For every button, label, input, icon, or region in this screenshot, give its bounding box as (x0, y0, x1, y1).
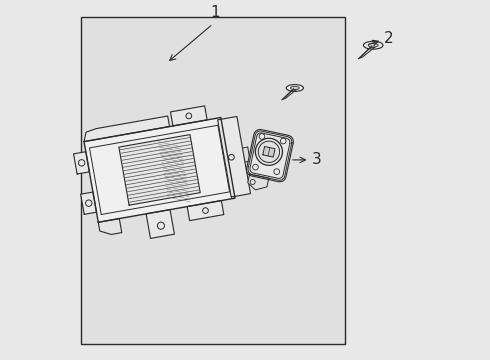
Ellipse shape (286, 85, 303, 91)
Polygon shape (263, 147, 275, 157)
Polygon shape (282, 89, 297, 100)
Ellipse shape (291, 86, 299, 90)
Polygon shape (187, 201, 224, 221)
Polygon shape (81, 192, 97, 214)
Polygon shape (248, 174, 269, 190)
Polygon shape (84, 117, 235, 222)
Polygon shape (119, 135, 200, 205)
Polygon shape (246, 130, 294, 182)
Polygon shape (218, 117, 250, 197)
Circle shape (258, 141, 280, 162)
Polygon shape (146, 210, 174, 238)
Polygon shape (98, 219, 122, 234)
Ellipse shape (364, 41, 383, 49)
Bar (81, 17, 344, 345)
Polygon shape (74, 152, 89, 174)
Text: 2: 2 (384, 31, 393, 46)
Polygon shape (84, 116, 170, 141)
Ellipse shape (368, 44, 378, 47)
Polygon shape (171, 106, 207, 126)
Text: 3: 3 (311, 152, 321, 167)
Text: 1: 1 (210, 5, 220, 20)
Polygon shape (358, 46, 376, 59)
